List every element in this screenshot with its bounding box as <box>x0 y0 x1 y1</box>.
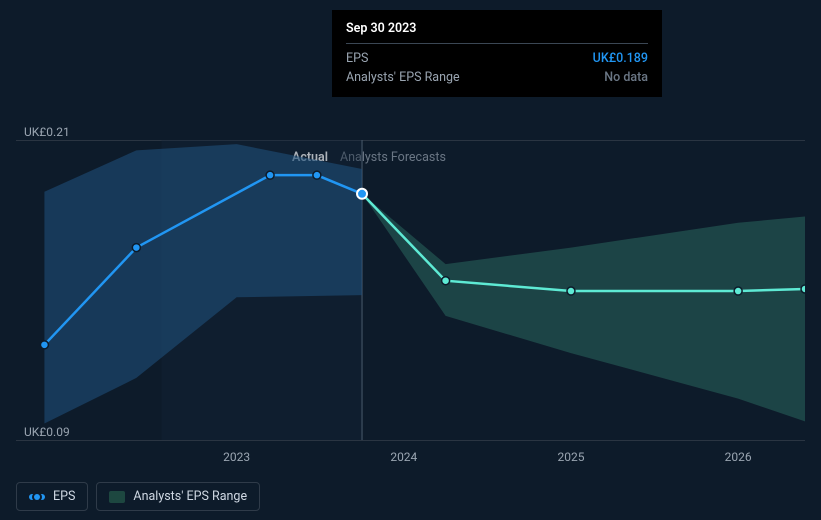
tooltip-row-1: Analysts' EPS RangeNo data <box>346 69 648 88</box>
legend-label: Analysts' EPS Range <box>133 489 247 504</box>
legend-item-1[interactable]: Analysts' EPS Range <box>96 482 260 511</box>
x-axis: 2023 2024 2025 2026 <box>16 450 805 470</box>
x-tick-2: 2025 <box>557 450 584 464</box>
gridline-bottom <box>16 440 805 441</box>
tooltip-date: Sep 30 2023 <box>346 20 648 39</box>
eps-chart[interactable] <box>16 140 805 440</box>
legend-swatch-area <box>109 491 125 503</box>
y-axis-label-top: UK£0.21 <box>24 125 70 139</box>
tooltip-row-0: EPSUK£0.189 <box>346 50 648 69</box>
legend-swatch-line <box>29 494 45 500</box>
x-tick-0: 2023 <box>223 450 250 464</box>
x-tick-3: 2026 <box>725 450 752 464</box>
chart-legend: EPS Analysts' EPS Range <box>16 482 260 511</box>
legend-label: EPS <box>53 489 75 504</box>
chart-tooltip: Sep 30 2023 EPSUK£0.189Analysts' EPS Ran… <box>332 10 662 97</box>
legend-item-0[interactable]: EPS <box>16 482 88 511</box>
x-tick-1: 2024 <box>390 450 417 464</box>
